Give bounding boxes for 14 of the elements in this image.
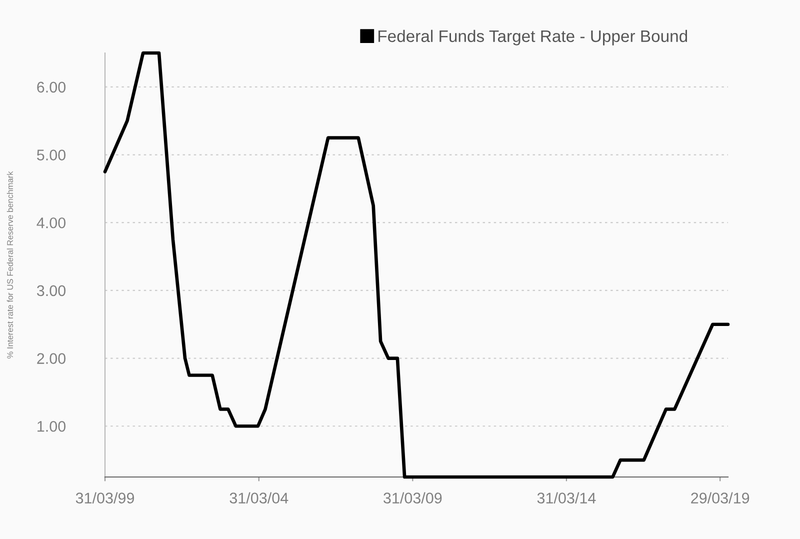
x-tick-label: 31/03/09: [384, 492, 442, 504]
x-tick-label: 29/03/19: [691, 492, 750, 504]
x-tick-label: 31/03/99: [76, 492, 134, 504]
y-tick-label: 1.00: [38, 420, 66, 432]
y-tick-label: 3.00: [36, 285, 66, 296]
y-axis-title: % Interest rate for US Federal Reserve benchmark: [6, 171, 14, 358]
x-tick-label: 31/03/04: [230, 492, 288, 504]
y-tick-label: 5.00: [36, 150, 66, 160]
line-series: [103, 51, 730, 479]
x-tick-label: 31/03/14: [537, 492, 596, 504]
y-tick-label: 2.00: [37, 353, 66, 364]
y-tick-label: 4.00: [36, 217, 66, 228]
legend-label: Federal Funds Target Rate - Upper Bound: [378, 30, 688, 46]
y-tick-label: 6.00: [37, 82, 66, 93]
